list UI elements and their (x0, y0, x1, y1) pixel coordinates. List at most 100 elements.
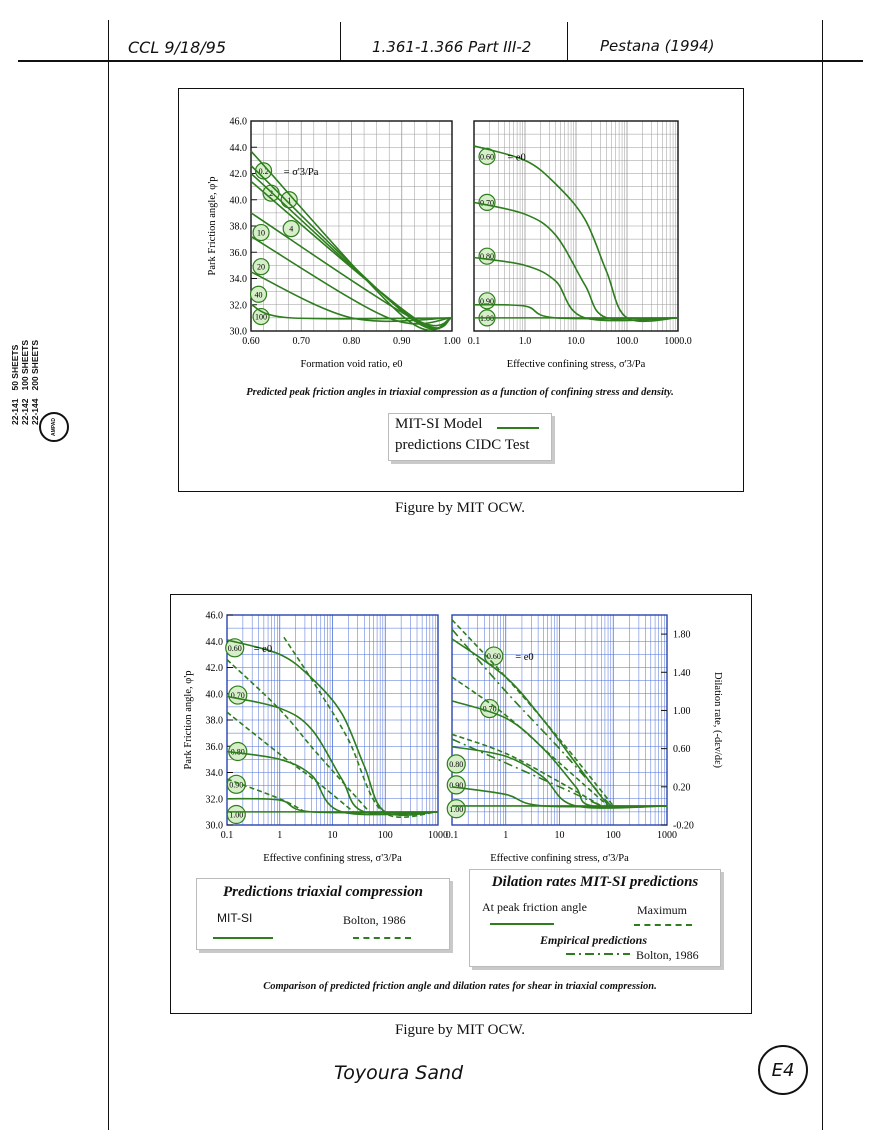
series-label-badge (249, 285, 268, 303)
series-label-badge (252, 223, 270, 242)
x-tick-label: 10 (328, 830, 338, 841)
series-label: 10 (257, 229, 265, 238)
header-left-note: CCL 9/18/95 (128, 38, 227, 57)
series-annotation: = e0 (515, 652, 533, 663)
x-axis-label: Effective confining stress, σ'3/Pa (263, 853, 402, 864)
y-tick-label: 34.0 (230, 274, 248, 285)
series-labels: 0.600.700.800.901.00 (225, 638, 248, 825)
y-tick-label: 36.0 (206, 742, 224, 753)
series-line (250, 212, 453, 327)
x-tick-label: 10.0 (567, 336, 585, 347)
x-tick-label: 100.0 (616, 336, 639, 347)
series-line (250, 235, 453, 325)
header-mid-note: 1.361-1.366 Part III-2 (372, 38, 532, 56)
x-tick-label: 1 (503, 830, 508, 841)
y-axis-label: Park Friction angle, φ'p (207, 177, 218, 276)
series-line (451, 676, 609, 807)
series-label-badge (252, 258, 270, 276)
legend-model-label: MIT-SI Model (395, 416, 483, 432)
series-line (250, 271, 453, 323)
grid (451, 614, 667, 826)
series-line (283, 636, 439, 818)
x-tick-label: 0.1 (221, 830, 234, 841)
y-tick-label: 1.80 (673, 630, 691, 641)
legend-solid-line (497, 427, 539, 429)
legend-left-solid (213, 937, 273, 939)
series-label: 100 (255, 313, 267, 322)
series-line (226, 750, 439, 816)
y-tick-label: 46.0 (206, 611, 224, 622)
chart2-confining-stress: 0.1 1.0 10.0 100.0 1000.0 Effective confining… (468, 120, 692, 370)
y-tick-label: 42.0 (206, 663, 224, 674)
series-line (250, 150, 453, 332)
x-tick-label: 10 (555, 830, 565, 841)
plot-frame (473, 120, 679, 332)
x-tick-label: 0.60 (242, 336, 260, 347)
series-line (451, 745, 668, 809)
footer-note: Toyoura Sand (334, 1062, 464, 1084)
grid (473, 120, 678, 332)
series-label: 0.60 (487, 652, 501, 661)
series-line (451, 628, 612, 807)
x-tick-label: 1000 (428, 830, 448, 841)
series-line (473, 256, 679, 322)
series-label-badge (446, 775, 466, 795)
series-annotation: = e0 (507, 152, 525, 163)
series-annotation: = e0 (254, 644, 272, 655)
y-tick-label: 1.00 (673, 706, 691, 717)
y-tick-label: 42.0 (230, 169, 248, 180)
pad-label: 22-141 22-142 22-144 50 SHEETS 100 SHEET… (10, 275, 50, 425)
x-tick-label: 1000 (657, 830, 677, 841)
series-annotation: = σ'3/Pa (284, 167, 319, 178)
legend-right-dashdot (566, 953, 630, 955)
chart1-void-ratio: 0.60 0.70 0.80 0.90 1.00 30.0 32.0 34.0 36.0 38.0… (207, 117, 461, 371)
series-label: 0.90 (449, 781, 463, 790)
legend-right-item-bolton: Bolton, 1986 (636, 948, 699, 962)
x-tick-label: 1.00 (443, 336, 461, 347)
series-label-badge (446, 799, 466, 819)
figure2-credit: Figure by MIT OCW. (394, 1022, 525, 1038)
series-label: 0.70 (480, 198, 494, 207)
series-label-badge (226, 774, 246, 794)
series-label: 0.60 (228, 644, 242, 653)
chart4-dilation-rates: 0.1 1 10 100 1000-0.20 0.20 0.60 1.00 1.40 1.80 Ef… (446, 614, 723, 864)
x-axis-label: Effective confining stress, σ'3/Pa (507, 359, 646, 370)
pad-code: 22-141 (10, 398, 20, 425)
legend-right-dashed (634, 924, 692, 926)
series-label-badge (226, 804, 246, 825)
pad-sheets: 200 SHEETS (30, 339, 40, 391)
pad-code: 22-142 (20, 398, 30, 425)
series-line (250, 303, 453, 320)
legend-left-item-bolton: Bolton, 1986 (343, 913, 406, 927)
legend-right-subtitle: Empirical predictions (540, 933, 648, 947)
chart3-friction-comparison: 0.1 1 10 100 1000 30.0 32.0 34.0 36.0 38.0 40.0 42.… (183, 611, 448, 865)
x-tick-label: 100 (378, 830, 393, 841)
y-tick-label: 34.0 (206, 768, 224, 779)
series-label: 20 (257, 263, 265, 272)
series-label-badge (484, 646, 504, 666)
series-label-badge (446, 754, 466, 774)
ampad-logo-text: AMPAD (51, 418, 57, 436)
page-tag-circle: E4 (758, 1045, 808, 1095)
series-labels: 0.600.700.800.901.00 (478, 147, 496, 327)
legend-right-item-peak: At peak friction angle (482, 900, 587, 914)
legend-right-solid (490, 923, 554, 925)
header-divider-1 (340, 22, 342, 62)
x-tick-label: 0.1 (446, 830, 459, 841)
series-label: 0.70 (483, 705, 497, 714)
series-line (226, 711, 354, 813)
plot-frame (451, 614, 668, 826)
figure2-legend-right: Dilation rates MIT-SI predictions At pea… (469, 869, 721, 967)
header-right-note: Pestana (1994) (600, 37, 715, 55)
series-label: 0.60 (480, 152, 494, 161)
y-axis-label: Dilation rate, (-dεv/dε) (712, 672, 723, 769)
header-rule (18, 60, 863, 62)
figure1-charts: 0.60 0.70 0.80 0.90 1.00 30.0 32.0 34.0 36.0 38.0… (207, 117, 692, 371)
x-tick-label: 0.70 (293, 336, 311, 347)
y-tick-label: 32.0 (206, 794, 224, 805)
pad-sheets: 50 SHEETS (10, 344, 20, 391)
figure1-credit: Figure by MIT OCW. (394, 500, 525, 516)
series-label: 4 (289, 225, 293, 234)
series-label-badge (280, 191, 298, 209)
series-line (451, 619, 614, 807)
